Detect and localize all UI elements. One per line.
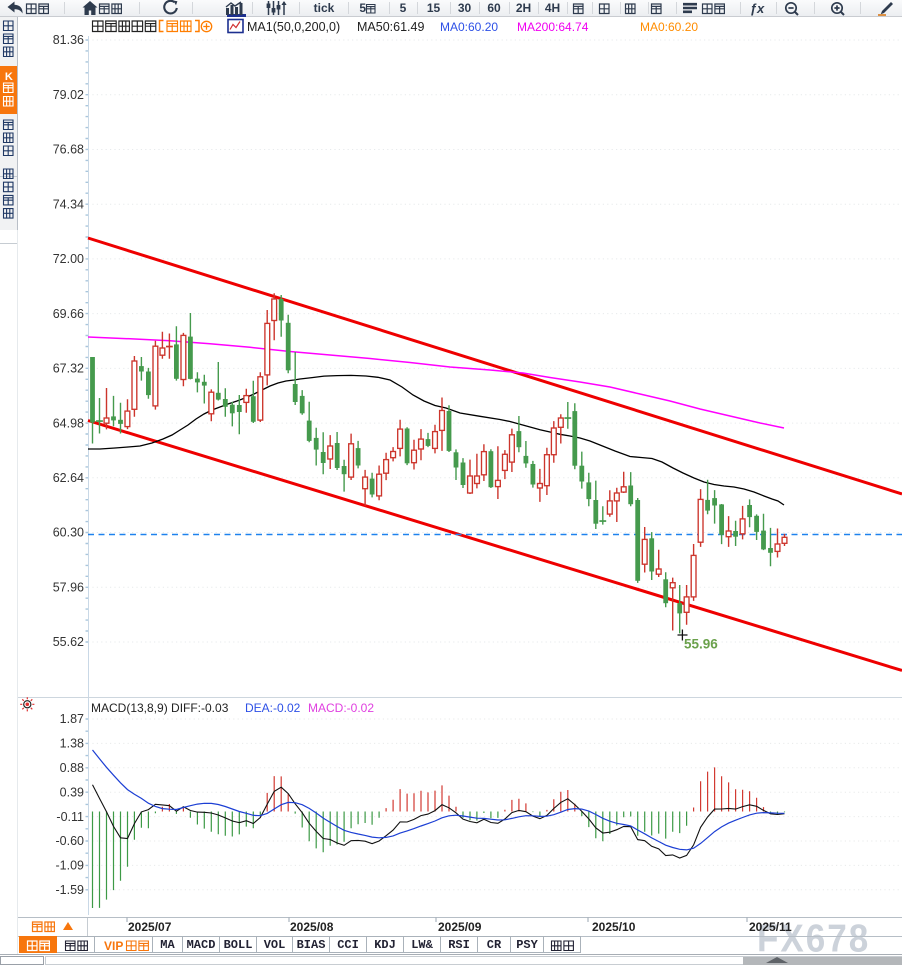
svg-text:-1.09: -1.09 [56, 859, 85, 873]
svg-text:76.68: 76.68 [53, 143, 84, 157]
svg-text:K: K [5, 71, 13, 83]
svg-text:MA50:61.49: MA50:61.49 [357, 20, 424, 34]
svg-text:0.39: 0.39 [60, 785, 84, 799]
svg-text:64.98: 64.98 [53, 416, 84, 430]
svg-text:69.66: 69.66 [53, 307, 84, 321]
svg-text:0.88: 0.88 [60, 761, 84, 775]
svg-text:62.64: 62.64 [53, 471, 84, 485]
svg-text:-0.11: -0.11 [56, 810, 84, 824]
svg-text:60.30: 60.30 [53, 526, 84, 540]
svg-text:57.96: 57.96 [53, 581, 84, 595]
svg-text:MACD(13,8,9) DIFF:-0.03: MACD(13,8,9) DIFF:-0.03 [91, 701, 229, 715]
svg-text:79.02: 79.02 [53, 88, 84, 102]
svg-text:55.62: 55.62 [53, 635, 84, 649]
svg-text:55.96: 55.96 [684, 637, 718, 652]
svg-text:MA0:60.20: MA0:60.20 [440, 20, 498, 34]
svg-text:MA1(50,0,200,0): MA1(50,0,200,0) [247, 20, 340, 34]
svg-text:-1.59: -1.59 [56, 883, 85, 897]
svg-text:MA200:64.74: MA200:64.74 [517, 20, 589, 34]
svg-text:81.36: 81.36 [53, 33, 84, 47]
svg-text:-0.60: -0.60 [56, 834, 85, 848]
svg-text:1.38: 1.38 [60, 737, 84, 751]
svg-text:72.00: 72.00 [53, 252, 84, 266]
svg-text:DEA:-0.02: DEA:-0.02 [245, 701, 301, 715]
svg-text:MACD:-0.02: MACD:-0.02 [308, 701, 374, 715]
svg-text:74.34: 74.34 [53, 197, 84, 211]
svg-text:1.87: 1.87 [60, 712, 84, 726]
svg-text:67.32: 67.32 [53, 362, 84, 376]
svg-text:VIP: VIP [104, 939, 123, 953]
svg-text:MA0:60.20: MA0:60.20 [640, 20, 698, 34]
